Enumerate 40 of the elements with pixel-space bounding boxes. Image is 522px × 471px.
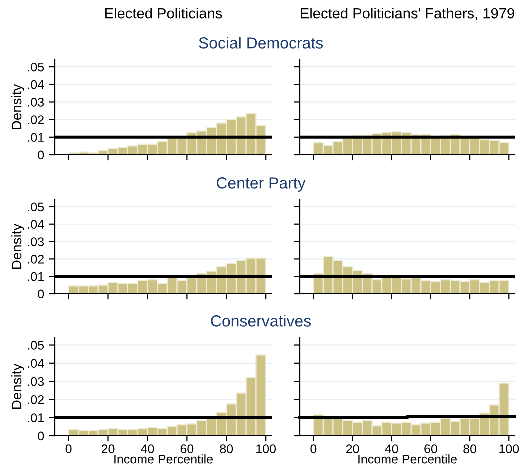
x-tick-label: 100 <box>500 444 520 454</box>
y-axis-title: Density <box>11 364 24 410</box>
chart-subtitle: Conservatives <box>211 315 312 327</box>
y-tick-label: 0 <box>38 432 44 441</box>
x-tick-label: 60 <box>180 444 194 454</box>
x-tick-label: 0 <box>310 444 317 454</box>
y-tick-label: .01 <box>28 414 44 423</box>
y-tick-label: .05 <box>28 341 44 350</box>
y-tick-label: 0 <box>38 150 44 160</box>
y-axis-title: Density <box>11 84 24 130</box>
y-tick-label: .05 <box>28 202 44 212</box>
y-tick-label: .02 <box>28 254 44 264</box>
x-tick-label: 20 <box>102 444 115 454</box>
y-axis-title: Density <box>11 224 24 270</box>
x-tick-label: 0 <box>66 444 72 454</box>
y-tick-label: 0 <box>38 290 44 299</box>
chart-subtitle: Social Democrats <box>199 37 324 49</box>
y-tick-label: .01 <box>28 133 44 142</box>
x-axis-title: Income Percentile <box>358 454 457 464</box>
y-tick-label: .03 <box>28 238 44 246</box>
x-tick-label: 100 <box>256 444 276 454</box>
x-tick-label: 80 <box>464 444 477 454</box>
y-tick-label: .05 <box>28 62 44 72</box>
x-tick-label: 20 <box>346 444 360 454</box>
x-tick-label: 40 <box>385 444 398 454</box>
x-tick-label: 60 <box>424 444 438 454</box>
x-tick-label: 40 <box>141 444 154 454</box>
y-tick-label: .04 <box>28 220 44 230</box>
y-tick-label: .03 <box>28 377 44 386</box>
chart-subtitle: Center Party <box>216 178 306 192</box>
y-tick-label: .04 <box>28 80 44 90</box>
y-tick-label: .02 <box>28 116 44 124</box>
y-tick-label: .03 <box>28 98 44 107</box>
y-tick-label: .01 <box>28 272 44 282</box>
y-tick-label: .04 <box>28 359 44 368</box>
y-tick-label: .02 <box>28 396 44 404</box>
x-tick-label: 80 <box>220 444 234 454</box>
x-axis-title: Income Percentile <box>114 454 213 464</box>
chart-title: Elected Politicians <box>106 8 222 19</box>
chart-title: Elected Politicians' Fathers, 1979 <box>301 8 514 20</box>
